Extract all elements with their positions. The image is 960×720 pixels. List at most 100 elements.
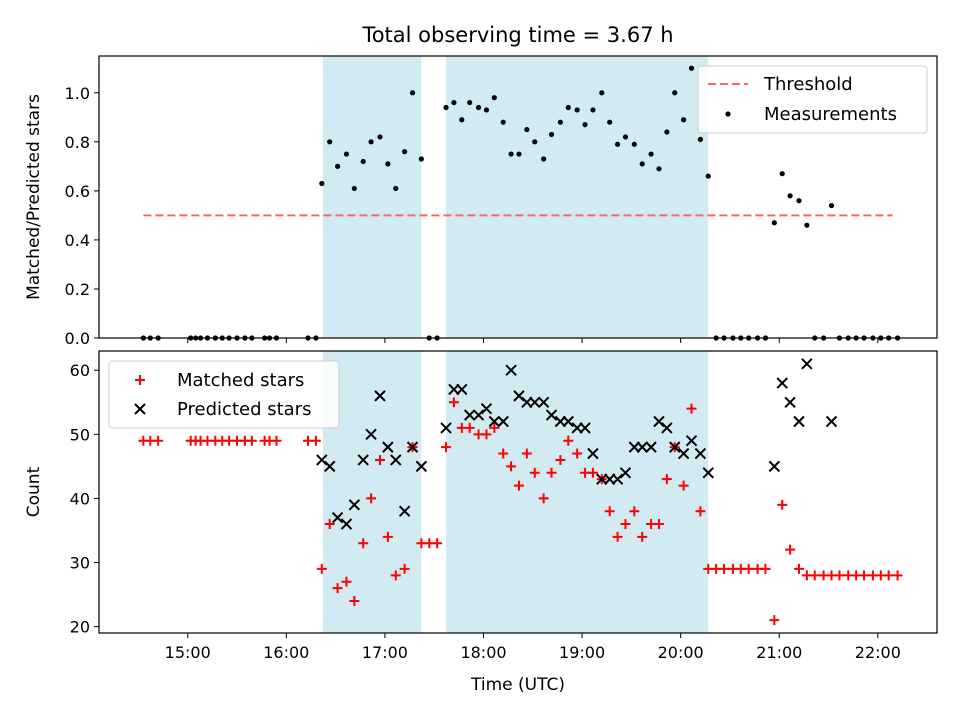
- data-point: [513, 390, 525, 402]
- data-point: [784, 396, 796, 408]
- data-point: [382, 441, 394, 453]
- data-point: [488, 415, 501, 428]
- data-point: [448, 397, 459, 408]
- data-point: [834, 570, 845, 581]
- data-point: [548, 131, 555, 138]
- data-point: [779, 171, 785, 177]
- y-tick-label: 0.0: [65, 329, 90, 348]
- count-panel: 20 30 40 50 60 15:00 16:00 17:00 18:00 19:00 20:00…: [24, 350, 938, 662]
- data-point: [664, 129, 670, 135]
- data-point: [612, 531, 623, 542]
- y-tick-label: 50: [70, 425, 90, 444]
- data-point: [611, 473, 624, 485]
- data-point: [777, 499, 788, 510]
- data-point: [472, 409, 485, 421]
- legend-swatch-predicted: [134, 403, 146, 415]
- y-tick-label: 0.2: [65, 280, 90, 299]
- data-point: [825, 415, 838, 428]
- data-point: [310, 435, 321, 446]
- data-point: [348, 499, 361, 511]
- x-tick-label: 20:00: [658, 643, 704, 662]
- data-point: [402, 149, 408, 155]
- legend-label-predicted: Predicted stars: [177, 399, 311, 420]
- data-point: [464, 422, 475, 433]
- data-point: [498, 448, 509, 459]
- data-point: [705, 173, 711, 179]
- x-tick-label: 16:00: [263, 643, 309, 662]
- data-point: [620, 519, 631, 530]
- data-point: [686, 403, 697, 414]
- data-point: [760, 563, 771, 574]
- data-point: [743, 563, 754, 574]
- data-point: [334, 163, 341, 169]
- data-point: [637, 531, 648, 542]
- data-point: [545, 409, 558, 421]
- data-point: [769, 615, 780, 626]
- data-point: [719, 563, 730, 574]
- data-point: [793, 415, 805, 428]
- y-tick-label: 20: [70, 618, 90, 637]
- data-point: [629, 506, 640, 517]
- data-point: [441, 442, 452, 453]
- data-point: [399, 563, 410, 574]
- data-point: [619, 467, 632, 479]
- data-point: [574, 107, 580, 113]
- data-point: [319, 180, 325, 187]
- data-point: [483, 107, 490, 113]
- data-point: [648, 151, 654, 157]
- data-point: [801, 358, 813, 370]
- data-point: [563, 435, 574, 446]
- y-tick-label: 40: [70, 489, 90, 508]
- data-point: [521, 448, 532, 459]
- data-point: [508, 151, 514, 157]
- data-point: [859, 570, 870, 581]
- x-axis-label: Time (UTC): [470, 675, 565, 695]
- x-tick-label: 17:00: [362, 643, 408, 662]
- data-point: [390, 454, 402, 466]
- data-point: [702, 467, 714, 479]
- data-point: [365, 428, 377, 441]
- data-point: [524, 126, 530, 133]
- data-point: [480, 402, 493, 415]
- data-point: [677, 447, 690, 460]
- x-tick-label: 21:00: [756, 643, 802, 662]
- legend-swatch-matched: [135, 375, 145, 385]
- data-point: [505, 364, 517, 376]
- data-point: [327, 139, 333, 145]
- data-point: [639, 161, 645, 167]
- data-point: [681, 117, 687, 123]
- data-point: [358, 538, 369, 549]
- data-point: [398, 505, 411, 517]
- chart-title: Total observing time = 3.67 h: [361, 23, 673, 47]
- data-point: [513, 480, 524, 491]
- data-point: [599, 90, 605, 96]
- data-point: [516, 151, 522, 157]
- y-axis-label: Matched/Predicted stars: [24, 94, 44, 300]
- data-point: [349, 595, 360, 606]
- data-point: [451, 99, 457, 106]
- y-axis-label: Count: [24, 466, 44, 517]
- data-point: [332, 583, 343, 594]
- data-point: [374, 454, 385, 465]
- data-point: [497, 415, 509, 428]
- data-point: [538, 493, 549, 504]
- data-point: [357, 454, 369, 466]
- legend-box: [697, 65, 928, 134]
- data-point: [374, 390, 386, 402]
- data-point: [694, 447, 707, 460]
- data-point: [323, 460, 336, 473]
- data-point: [656, 166, 662, 172]
- legend-swatch-measurements: [725, 111, 731, 117]
- data-point: [771, 220, 777, 226]
- data-point: [541, 156, 547, 162]
- legend-label-matched: Matched stars: [177, 370, 304, 391]
- data-point: [557, 119, 563, 125]
- data-point: [688, 65, 695, 71]
- data-point: [331, 511, 344, 524]
- data-point: [787, 193, 793, 199]
- data-point: [678, 480, 689, 491]
- legend-label-measurements: Measurements: [764, 104, 897, 125]
- data-point: [351, 185, 357, 192]
- data-point: [793, 563, 804, 574]
